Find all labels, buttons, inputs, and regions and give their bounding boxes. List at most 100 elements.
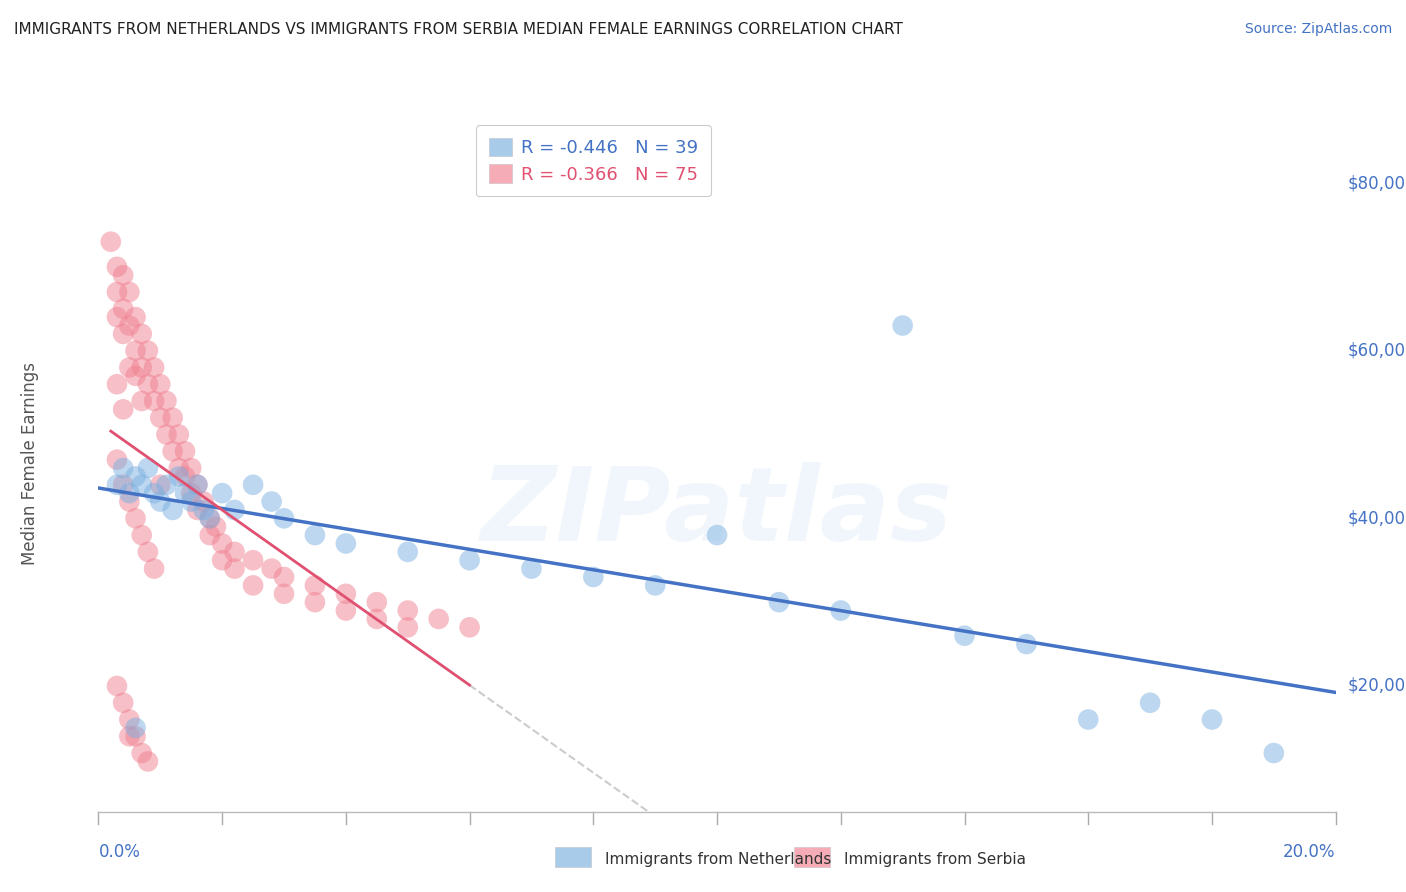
Point [174,444,197,458]
Text: ZIPatlas: ZIPatlas [481,462,953,563]
Point [1139,696,1161,710]
Text: $80,000: $80,000 [1348,174,1406,192]
Point [143,360,166,375]
Text: 0.0%: 0.0% [98,843,141,861]
Point [205,519,228,533]
Point [198,528,221,542]
Point [427,612,450,626]
Point [124,469,146,483]
Point [105,452,128,467]
Point [768,595,790,609]
Point [396,620,419,634]
Point [366,612,388,626]
Point [105,310,128,325]
Point [136,343,159,358]
Point [131,360,153,375]
Point [112,326,135,341]
Point [167,427,190,442]
Point [211,536,233,550]
Point [131,394,153,409]
Point [105,377,128,392]
Point [953,629,976,643]
Point [366,595,388,609]
Point [304,528,326,542]
Point [112,268,135,283]
Point [112,477,135,491]
Point [105,679,128,693]
Point [891,318,914,333]
Point [458,553,481,567]
Point [180,486,202,500]
Point [224,561,246,575]
Point [335,587,357,601]
Point [180,461,202,475]
Point [143,486,166,500]
Point [112,461,135,475]
Point [131,746,153,760]
Point [136,545,159,559]
Point [260,561,283,575]
Point [143,394,166,409]
Text: Median Female Earnings: Median Female Earnings [21,362,39,566]
Point [304,595,326,609]
Point [100,235,122,249]
Point [260,494,283,508]
Point [105,260,128,274]
Point [396,603,419,617]
Point [1015,637,1038,651]
Point [124,310,146,325]
Point [155,477,177,491]
Point [396,545,419,559]
Point [149,494,172,508]
Point [118,285,141,299]
Point [131,477,153,491]
Point [118,713,141,727]
Point [335,603,357,617]
Point [273,570,295,584]
Point [1077,713,1099,727]
Point [211,553,233,567]
Point [118,486,141,500]
Point [273,511,295,525]
Point [1263,746,1285,760]
Point [174,469,197,483]
Point [131,528,153,542]
Point [136,377,159,392]
Point [112,402,135,417]
Text: IMMIGRANTS FROM NETHERLANDS VS IMMIGRANTS FROM SERBIA MEDIAN FEMALE EARNINGS COR: IMMIGRANTS FROM NETHERLANDS VS IMMIGRANT… [14,22,903,37]
Point [211,486,233,500]
Point [118,360,141,375]
Point [118,494,141,508]
Point [162,444,184,458]
Legend: R = -0.446   N = 39, R = -0.366   N = 75: R = -0.446 N = 39, R = -0.366 N = 75 [475,125,711,196]
Point [167,461,190,475]
Point [118,729,141,743]
Point [162,410,184,425]
Point [458,620,481,634]
Point [105,477,128,491]
Point [167,469,190,483]
Point [174,486,197,500]
Point [644,578,666,592]
Point [124,729,146,743]
Point [224,545,246,559]
Point [112,696,135,710]
Point [830,603,852,617]
Text: Source: ZipAtlas.com: Source: ZipAtlas.com [1244,22,1392,37]
Point [131,326,153,341]
Point [304,578,326,592]
Point [335,536,357,550]
Point [149,410,172,425]
Point [198,511,221,525]
Point [149,477,172,491]
Point [186,503,208,517]
Point [706,528,728,542]
Point [105,285,128,299]
Point [155,394,177,409]
Point [193,503,215,517]
Text: Immigrants from Serbia: Immigrants from Serbia [844,852,1025,867]
Point [193,494,215,508]
Point [186,477,208,491]
Text: $20,000: $20,000 [1348,677,1406,695]
Point [124,368,146,383]
